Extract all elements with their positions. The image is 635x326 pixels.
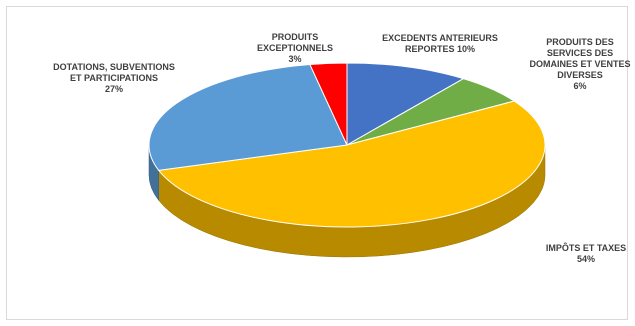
pie-slice-2: [157, 100, 546, 228]
data-label-line: DOMAINES ET VENTES: [529, 59, 630, 69]
chart-frame: [6, 6, 628, 320]
data-label-0: EXCEDENTS ANTERIEURS REPORTES 10%: [382, 33, 498, 54]
data-label-line: EXCEDENTS ANTERIEURS: [382, 33, 498, 43]
data-label-line: REPORTES 10%: [405, 44, 475, 54]
data-label-line: PRODUITS DES: [546, 37, 614, 47]
data-label-line: IMPÔTS ET TAXES: [546, 242, 626, 253]
data-label-1: PRODUITS DES SERVICES DES DOMAINES ET VENT…: [529, 37, 630, 91]
pie-slice-3: [148, 63, 348, 171]
data-label-line: SERVICES DES: [547, 48, 613, 58]
data-label-line: DIVERSES: [557, 70, 603, 80]
pie-slice-4: [309, 62, 348, 146]
pie-slice-0: [346, 62, 465, 146]
data-label-line: 27%: [105, 84, 123, 94]
data-label-line: 54%: [577, 254, 595, 264]
pie-labels: EXCEDENTS ANTERIEURS REPORTES 10% PRODUITS…: [53, 32, 630, 264]
data-label-2: IMPÔTS ET TAXES 54%: [546, 242, 626, 264]
data-label-line: 3%: [288, 54, 301, 64]
pie-slices: [148, 62, 546, 228]
data-label-3: DOTATIONS, SUBVENTIONS ET PARTICIPATIONS 2…: [53, 62, 175, 94]
data-label-4: PRODUITS EXCEPTIONNELS 3%: [257, 32, 333, 64]
data-label-line: PRODUITS: [272, 32, 319, 42]
data-label-line: DOTATIONS, SUBVENTIONS: [53, 62, 175, 72]
data-label-line: ET PARTICIPATIONS: [70, 73, 158, 83]
data-label-line: EXCEPTIONNELS: [257, 43, 333, 53]
data-label-line: 6%: [573, 81, 586, 91]
